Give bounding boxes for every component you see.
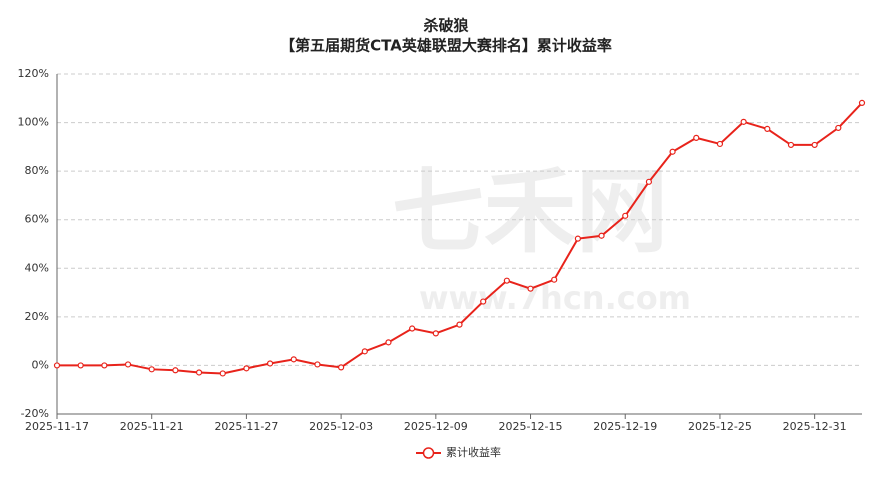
data-point: [716, 140, 724, 148]
legend-marker: [422, 447, 435, 459]
data-point: [787, 141, 795, 149]
data-point: [693, 134, 700, 141]
watermark: 七禾网: [392, 158, 668, 265]
data-point: [53, 362, 61, 369]
data-point: [219, 370, 226, 377]
data-point: [290, 356, 297, 363]
data-point: [527, 285, 534, 292]
data-point: [574, 235, 581, 242]
data-point: [409, 325, 416, 332]
y-tick-label: 120%: [18, 67, 49, 80]
data-point: [811, 141, 818, 149]
x-tick-label: 2025-12-19: [593, 420, 657, 433]
chart-title: 杀破狼: [423, 17, 469, 35]
y-tick-label: 100%: [18, 116, 49, 129]
y-tick-label: 20%: [25, 310, 49, 323]
x-tick-label: 2025-12-15: [499, 420, 563, 433]
data-point: [480, 298, 487, 305]
data-point: [101, 362, 108, 369]
x-tick-label: 2025-11-21: [120, 420, 184, 433]
data-point: [645, 178, 653, 185]
data-point: [740, 118, 747, 125]
x-tick-label: 2025-11-27: [214, 420, 278, 433]
x-tick-label: 2025-12-09: [404, 420, 468, 433]
data-point: [622, 212, 629, 219]
x-tick-label: 2025-12-25: [688, 420, 752, 433]
data-point: [551, 276, 558, 283]
data-point: [148, 366, 155, 373]
data-point: [172, 367, 179, 374]
data-point: [669, 148, 676, 155]
data-point: [764, 125, 771, 132]
y-tick-label: -20%: [21, 407, 49, 420]
data-point: [243, 365, 250, 372]
data-point: [314, 361, 321, 368]
x-tick-label: 2025-12-03: [309, 420, 373, 433]
y-tick-label: 80%: [25, 164, 49, 177]
y-tick-label: 60%: [25, 213, 49, 226]
data-point: [77, 362, 84, 369]
data-point: [432, 330, 439, 337]
y-tick-label: 40%: [25, 261, 49, 274]
data-point: [195, 369, 203, 376]
data-point: [456, 321, 463, 328]
data-point: [361, 348, 368, 355]
x-tick-label: 2025-11-17: [25, 420, 89, 433]
data-point: [598, 232, 605, 239]
x-tick-label: 2025-12-31: [783, 420, 847, 433]
watermark: www.7hcn.com: [419, 279, 691, 317]
y-tick-label: 0%: [32, 358, 49, 371]
chart-subtitle: 【第五届期货CTA英雄联盟大赛排名】累计收益率: [280, 37, 612, 55]
data-point: [385, 339, 392, 346]
legend-label: 累计收益率: [446, 445, 501, 459]
data-point: [338, 364, 345, 371]
data-point: [835, 124, 842, 132]
data-point: [858, 99, 866, 107]
data-point: [124, 361, 132, 368]
data-point: [503, 277, 510, 284]
data-point: [266, 360, 274, 367]
